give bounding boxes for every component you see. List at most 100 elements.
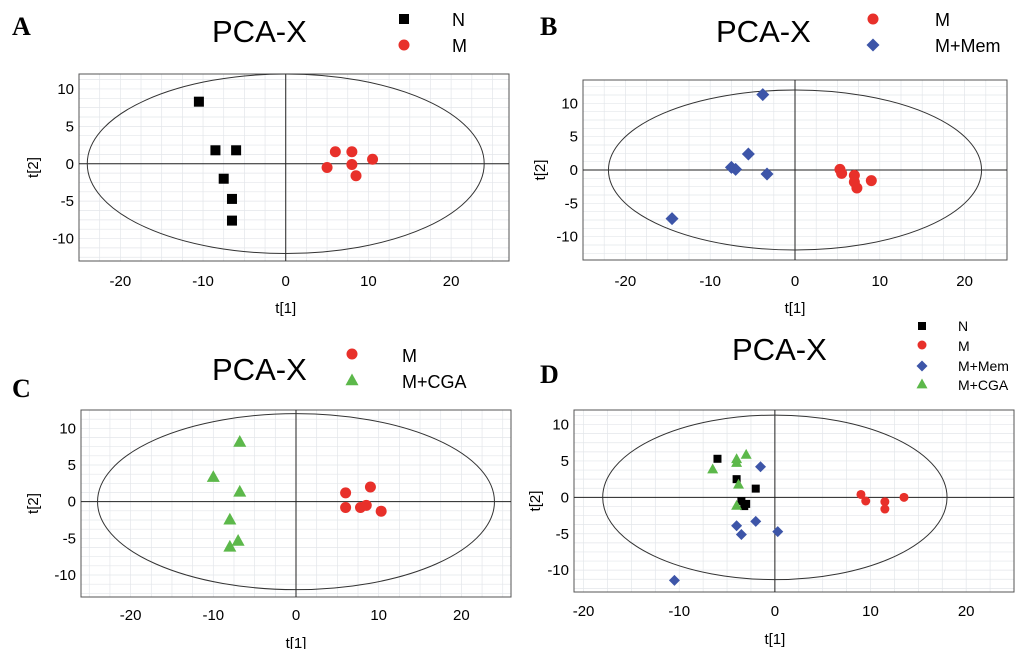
panel-a: A PCA-X -20 -10 0 10 20 10 5 0 -5 -10 t[1] t[2] NM	[12, 10, 510, 317]
data-point	[741, 147, 755, 161]
legend-marker	[345, 373, 359, 386]
chart-title: PCA-X	[212, 352, 307, 387]
x-tick-label: 20	[956, 273, 973, 290]
y-tick-label: 10	[552, 417, 569, 434]
legend-label: N	[958, 318, 968, 334]
x-tick-label: 0	[282, 273, 290, 290]
data-point	[733, 478, 745, 489]
data-point	[732, 475, 741, 484]
panel-d: D PCA-X -20 -10 0 10 20 10 5 0 -5 -10 t[1] t[2] NM M+Me…	[527, 318, 1015, 648]
series-m-mem	[668, 461, 784, 586]
legend-marker	[398, 39, 410, 51]
x-tick-label: -20	[120, 607, 142, 624]
y-tick-label: 0	[570, 162, 578, 179]
panel-letter: A	[12, 12, 31, 41]
legend-marker	[916, 378, 928, 389]
legend-label: M	[452, 36, 467, 56]
data-point	[321, 162, 333, 173]
y-tick-label: -5	[63, 530, 76, 547]
data-point	[668, 574, 680, 586]
x-axis-label: t[1]	[785, 300, 806, 317]
legend-marker	[867, 13, 879, 25]
data-point	[713, 454, 722, 463]
data-point	[210, 145, 221, 156]
y-tick-label: 10	[561, 95, 578, 112]
y-tick-label: -10	[54, 567, 76, 584]
y-tick-label: -5	[61, 193, 74, 210]
y-tick-label: 5	[68, 457, 76, 474]
x-tick-label: -20	[110, 273, 132, 290]
chart-title: PCA-X	[212, 14, 307, 49]
hotelling-ellipse	[97, 413, 495, 591]
data-point	[729, 162, 743, 176]
series-m-cga	[707, 448, 752, 510]
data-point	[707, 463, 719, 474]
y-axis-label: t[2]	[25, 493, 42, 514]
legend: M M+Mem	[866, 10, 1001, 56]
y-axis-label: t[2]	[532, 160, 549, 181]
x-tick-label: 10	[862, 603, 879, 620]
legend: M M+CGA	[345, 346, 467, 392]
y-axis-label: t[2]	[527, 491, 544, 512]
data-point	[760, 167, 774, 181]
legend-marker	[346, 348, 358, 360]
y-tick-label: 0	[68, 494, 76, 511]
legend-marker	[917, 340, 927, 350]
x-tick-label: 20	[443, 273, 460, 290]
y-tick-label: -5	[556, 526, 569, 543]
legend-label: M	[935, 10, 950, 30]
legend-label: M+Mem	[935, 36, 1001, 56]
data-point	[731, 499, 743, 510]
data-point	[367, 153, 379, 165]
x-tick-label: 20	[958, 603, 975, 620]
legend-label: M+CGA	[958, 377, 1009, 393]
x-tick-label: 20	[453, 607, 470, 624]
data-point	[329, 146, 341, 158]
data-point	[223, 539, 237, 552]
data-point	[750, 515, 762, 527]
data-point	[231, 145, 242, 156]
panel-letter: B	[540, 12, 557, 41]
hotelling-ellipse	[86, 73, 485, 255]
chart-title: PCA-X	[716, 14, 811, 49]
data-point	[861, 496, 871, 506]
data-point	[751, 484, 760, 493]
data-point	[231, 534, 245, 546]
x-tick-label: 0	[771, 603, 779, 620]
data-point	[880, 497, 890, 507]
y-tick-label: 5	[66, 118, 74, 135]
x-axis-label: t[1]	[286, 635, 307, 649]
y-tick-label: 0	[561, 489, 569, 506]
x-tick-label: -20	[615, 273, 637, 290]
data-point	[375, 505, 387, 517]
legend-label: M+Mem	[958, 358, 1009, 374]
y-tick-label: 0	[66, 156, 74, 173]
data-point	[731, 520, 743, 532]
data-point	[364, 481, 376, 493]
x-axis-label: t[1]	[764, 631, 785, 648]
data-point	[233, 435, 247, 447]
legend: NM M+Mem M+CGA	[916, 318, 1009, 393]
data-point	[851, 182, 863, 194]
y-tick-label: -5	[565, 195, 578, 212]
data-point	[226, 193, 237, 204]
y-tick-label: -10	[52, 231, 74, 248]
data-point	[665, 212, 679, 226]
data-point	[772, 526, 784, 538]
legend-label: M	[402, 346, 417, 366]
x-tick-label: 0	[791, 273, 799, 290]
x-tick-label: 0	[292, 607, 300, 624]
panel-letter: C	[12, 374, 31, 403]
data-point	[346, 146, 358, 158]
x-tick-label: 10	[360, 273, 377, 290]
data-point	[346, 159, 358, 171]
data-point	[737, 497, 746, 505]
data-point	[223, 512, 237, 525]
x-tick-label: -20	[573, 603, 595, 620]
y-axis-label: t[2]	[25, 157, 42, 178]
data-point	[218, 173, 229, 184]
y-tick-label: -10	[547, 562, 569, 579]
plot-area	[574, 410, 1014, 592]
